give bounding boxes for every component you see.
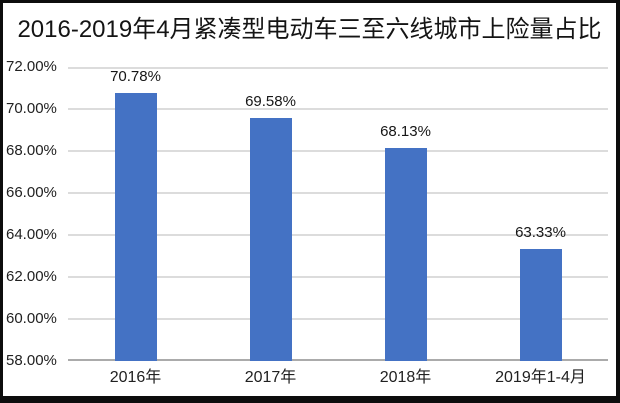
y-tick-label: 62.00%: [6, 268, 57, 285]
gridline: [68, 276, 608, 278]
y-tick-label: 64.00%: [6, 226, 57, 243]
x-axis-line: [68, 359, 608, 361]
bar-value-label: 68.13%: [380, 123, 431, 141]
y-tick-label: 60.00%: [6, 310, 57, 327]
bar-2016: [114, 92, 157, 361]
bar-2018: [384, 148, 427, 361]
bar-series: 70.78% 69.58% 68.13% 63.33%: [68, 67, 608, 361]
x-axis-labels: 2016年 2017年 2018年 2019年1-4月: [68, 368, 608, 388]
y-tick-label: 66.00%: [6, 184, 57, 201]
chart-title: 2016-2019年4月紧凑型电动车三至六线城市上险量占比: [17, 16, 602, 43]
x-tick-label-2016: 2016年: [109, 369, 162, 386]
x-tick-label-2019-1-4: 2019年1-4月: [495, 369, 586, 386]
bar-2019-1-4: [519, 249, 562, 361]
x-tick-label-2018: 2018年: [379, 369, 432, 386]
bar-slot-2018: 68.13%: [338, 67, 473, 361]
y-tick-label: 72.00%: [6, 58, 57, 75]
bar-slot-2019-1-4: 63.33%: [473, 67, 608, 361]
y-tick-label: 58.00%: [6, 352, 57, 369]
bar-value-label: 69.58%: [245, 92, 296, 110]
bar-value-label: 63.33%: [515, 224, 566, 242]
gridline: [68, 234, 608, 236]
y-tick-label: 70.00%: [6, 100, 57, 117]
gridline: [68, 318, 608, 320]
bar-value-label: 70.78%: [110, 67, 161, 85]
x-tick-label-2017: 2017年: [244, 369, 297, 386]
bar-slot-2016: 70.78%: [68, 67, 203, 361]
y-axis-labels: 72.00% 70.00% 68.00% 66.00% 64.00% 62.00…: [6, 58, 64, 369]
gridline: [68, 67, 608, 69]
gridline: [68, 192, 608, 194]
gridline: [68, 108, 608, 110]
gridline: [68, 150, 608, 152]
bar-2017: [249, 117, 292, 361]
y-tick-label: 68.00%: [6, 142, 57, 159]
bar-slot-2017: 69.58%: [203, 67, 338, 361]
plot-area: 70.78% 69.58% 68.13% 63.33%: [68, 67, 608, 361]
